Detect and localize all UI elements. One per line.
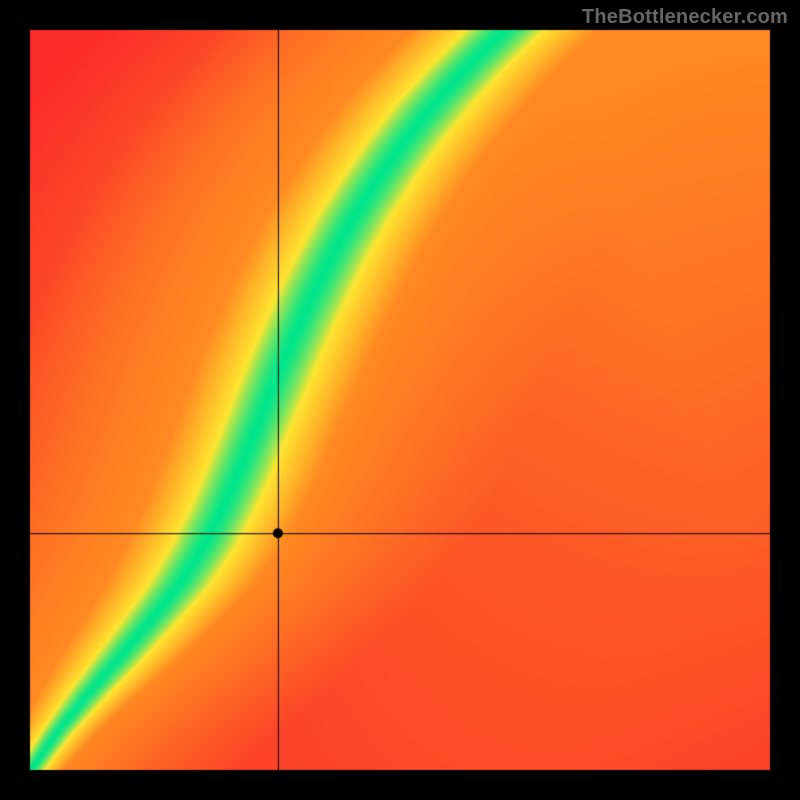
- chart-container: TheBottlenecker.com: [0, 0, 800, 800]
- watermark-text: TheBottlenecker.com: [582, 6, 788, 29]
- heatmap-canvas: [0, 0, 800, 800]
